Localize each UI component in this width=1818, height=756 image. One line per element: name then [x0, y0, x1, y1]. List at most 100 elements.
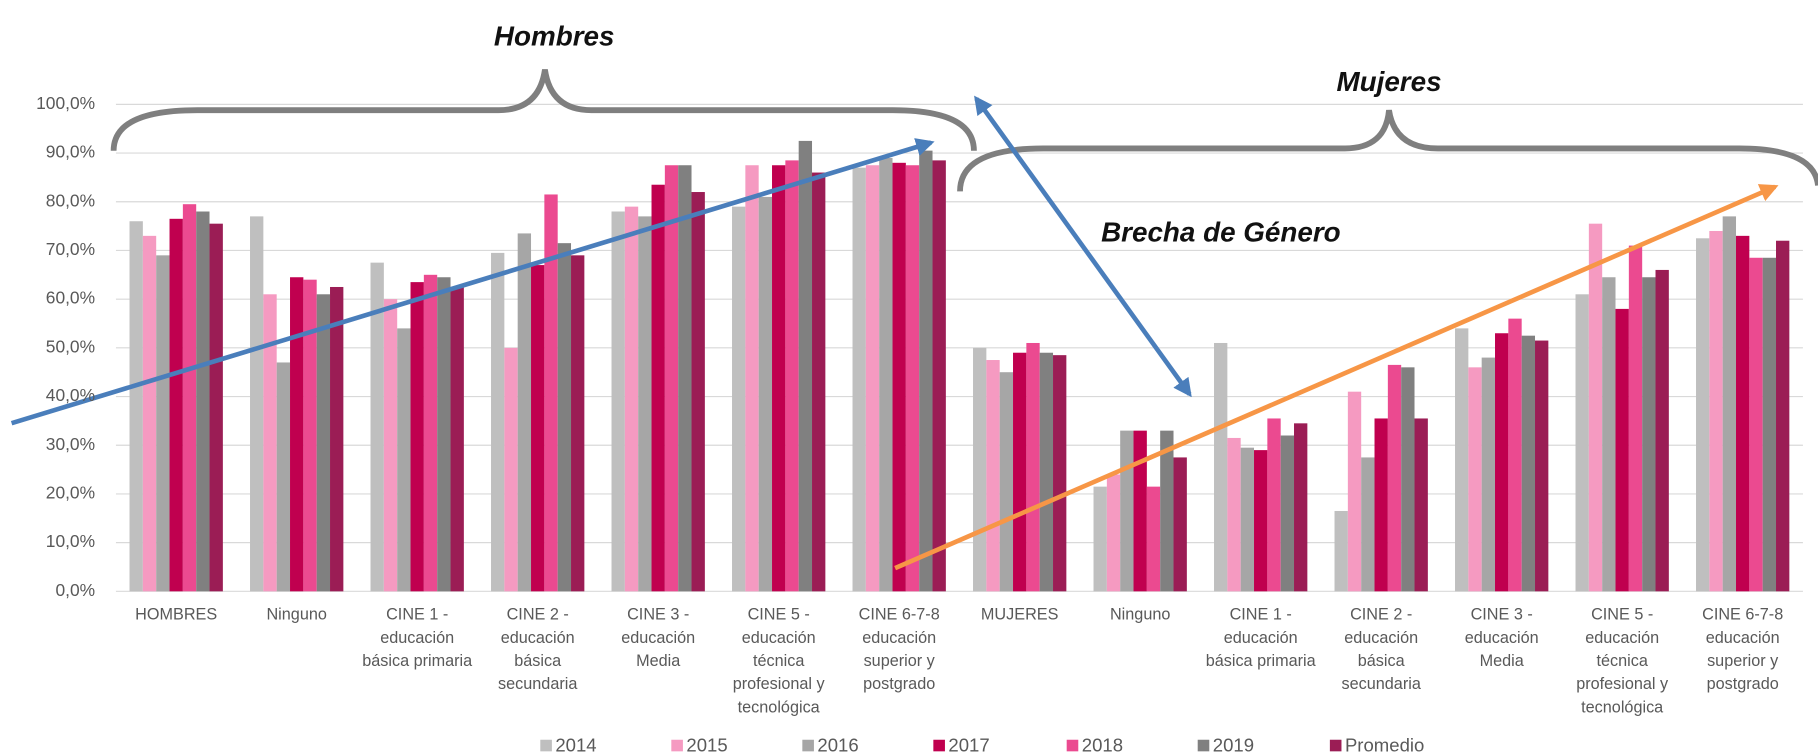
- legend-swatch: [802, 739, 814, 752]
- bars: [129, 140, 1790, 592]
- bar: [1481, 357, 1496, 592]
- bar: [383, 299, 398, 592]
- bar: [1214, 342, 1228, 592]
- bar: [1401, 367, 1415, 592]
- bar: [423, 274, 438, 592]
- brace-hombres: [110, 69, 977, 151]
- bar: [1387, 364, 1402, 592]
- legend-label: 2017: [948, 735, 989, 756]
- y-tick-label: 70,0%: [46, 239, 95, 259]
- bar: [892, 162, 906, 592]
- bar: [276, 362, 291, 592]
- bar: [1615, 308, 1629, 592]
- bar: [182, 204, 197, 592]
- bar: [142, 235, 157, 592]
- bar: [491, 252, 505, 592]
- bar: [1455, 328, 1469, 592]
- bar: [571, 255, 585, 592]
- bar: [1495, 333, 1509, 592]
- x-tick-label: CINE 2 -educación básica secundaria: [1342, 606, 1422, 694]
- bar: [678, 165, 692, 592]
- bar: [1227, 437, 1241, 592]
- bar: [263, 294, 277, 592]
- bar: [156, 255, 170, 592]
- legend-label: 2016: [817, 735, 858, 756]
- bar: [905, 165, 920, 592]
- bar: [1160, 430, 1174, 592]
- bar: [397, 328, 411, 592]
- x-tick-label: CINE 2 -educación básica secundaria: [498, 606, 578, 694]
- bar: [1053, 355, 1067, 592]
- x-tick-label: CINE 5 -educación técnica profesional y tec…: [733, 606, 826, 717]
- bar: [1347, 391, 1362, 592]
- bar: [1039, 352, 1054, 592]
- bar: [557, 243, 572, 592]
- bar: [999, 372, 1014, 592]
- y-tick-label: 100,0%: [36, 93, 95, 113]
- x-tick-label: MUJERES: [981, 606, 1059, 624]
- bar: [745, 165, 759, 592]
- bar: [1628, 245, 1643, 592]
- bar: [1133, 430, 1147, 592]
- bar: [531, 265, 545, 592]
- bar: [865, 165, 880, 592]
- y-tick-label: 50,0%: [46, 336, 95, 356]
- bar: [1173, 457, 1187, 592]
- bar: [1146, 486, 1161, 592]
- bar: [1709, 230, 1723, 592]
- annotation: Mujeres: [1336, 66, 1441, 97]
- bar: [316, 294, 331, 592]
- bar: [611, 211, 625, 592]
- bar: [1280, 435, 1295, 592]
- bar: [410, 282, 424, 592]
- bar: [1602, 277, 1616, 592]
- bar: [1521, 335, 1536, 592]
- x-tick-label: CINE 3 -educación Media: [1465, 606, 1539, 670]
- y-tick-label: 30,0%: [46, 434, 95, 454]
- bar: [664, 165, 679, 592]
- annotation: Brecha de Género: [1101, 217, 1341, 248]
- legend-label: 2015: [686, 735, 727, 756]
- bar: [303, 279, 317, 592]
- bar: [1334, 510, 1348, 592]
- legend-label: Promedio: [1345, 735, 1424, 756]
- legend-swatch: [540, 739, 552, 752]
- bar: [651, 184, 665, 592]
- bar: [169, 218, 183, 592]
- bar: [758, 196, 773, 592]
- x-tick-label: CINE 6-7-8 educación superior y postgrado: [859, 606, 940, 694]
- legend-label: 2019: [1213, 735, 1254, 756]
- bar: [1749, 257, 1763, 592]
- bar: [290, 277, 304, 592]
- bar: [1267, 418, 1281, 592]
- x-tick-label: CINE 5 -educación técnica profesional y tec…: [1576, 606, 1669, 717]
- bar: [437, 277, 451, 592]
- bar: [732, 206, 746, 592]
- legend-label: 2014: [555, 735, 596, 756]
- bar: [1642, 277, 1656, 592]
- bar: [1093, 486, 1107, 592]
- legend-swatch: [1197, 739, 1210, 752]
- bar: [973, 347, 987, 592]
- legend-swatch: [1066, 739, 1079, 752]
- y-tick-label: 20,0%: [46, 483, 95, 503]
- legend-swatch: [671, 739, 683, 752]
- x-tick-label: CINE 6-7-8 educación superior y postgrado: [1702, 606, 1783, 694]
- bar: [517, 233, 532, 592]
- bar: [1120, 430, 1134, 592]
- x-tick-label: CINE 1 -educación básica primaria: [1206, 606, 1317, 670]
- bar: [450, 286, 464, 592]
- bar: [785, 160, 799, 592]
- legend-swatch: [1329, 739, 1342, 752]
- arrow-mujeres: [894, 184, 1779, 571]
- bar: [638, 216, 652, 592]
- bar: [544, 194, 558, 592]
- bar: [1013, 352, 1027, 592]
- x-tick-label: CINE 1 -educación básica primaria: [362, 606, 473, 670]
- bar: [932, 160, 946, 592]
- bar: [196, 211, 210, 592]
- x-tick-label: HOMBRES: [135, 606, 217, 624]
- y-tick-label: 0,0%: [55, 580, 95, 600]
- bar: [691, 192, 705, 592]
